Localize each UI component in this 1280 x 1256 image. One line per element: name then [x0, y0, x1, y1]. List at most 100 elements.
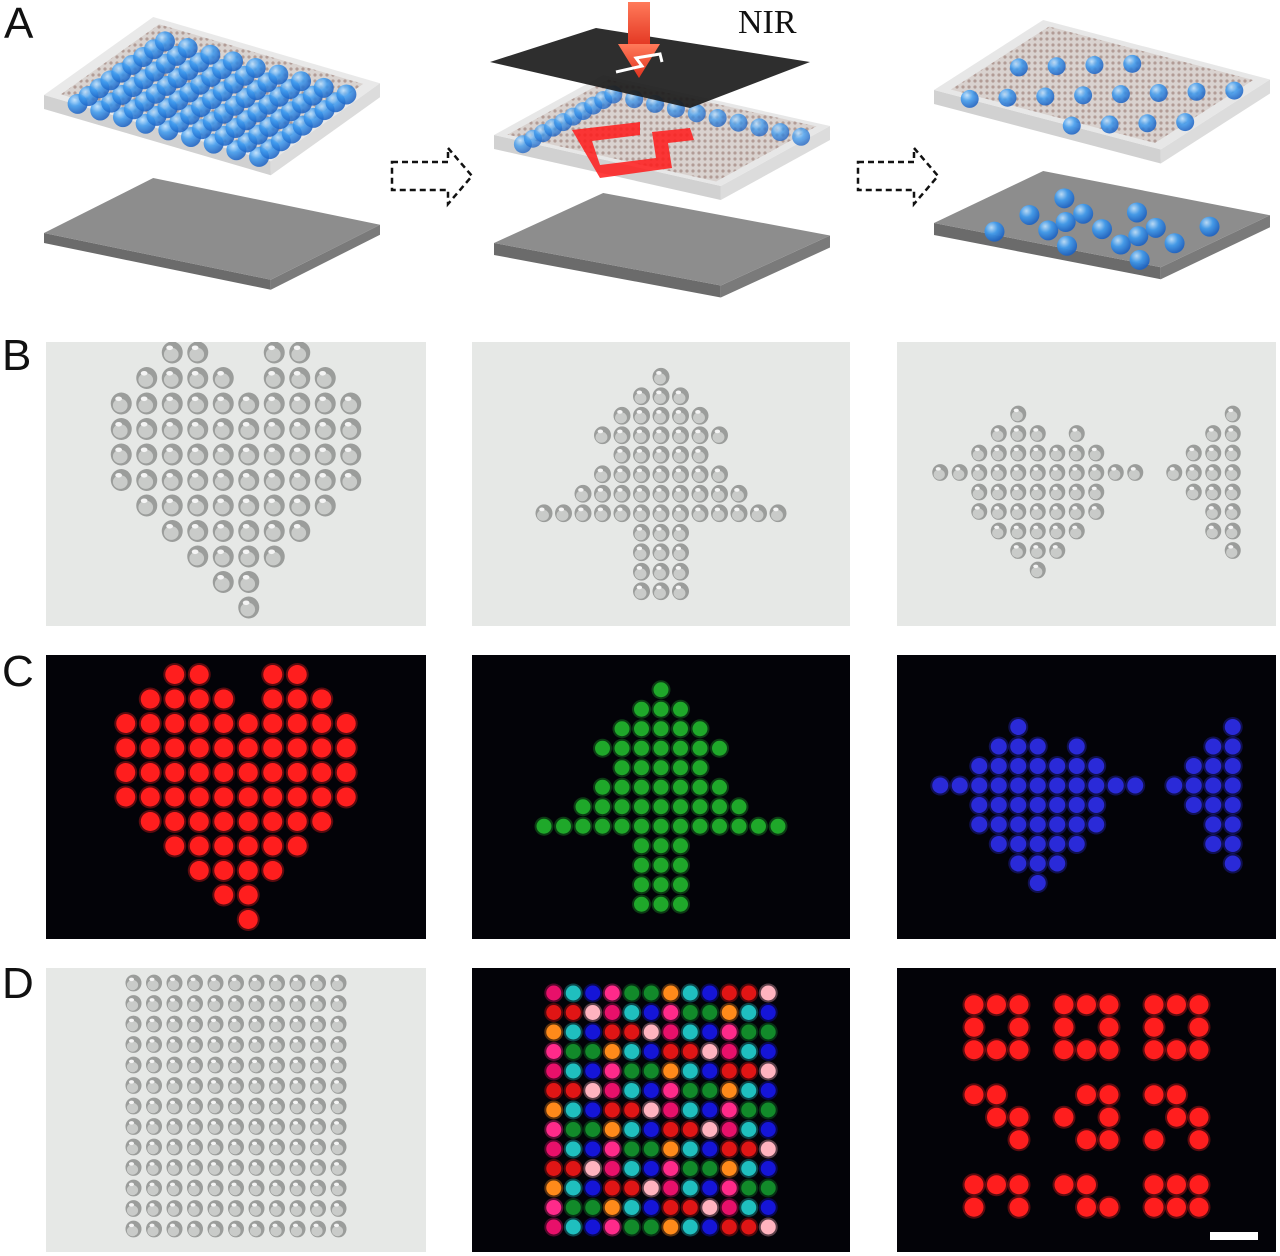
panel-a-drawing: [44, 2, 1270, 298]
droplet: [1222, 853, 1243, 874]
droplet: [672, 465, 689, 484]
droplet: [236, 761, 260, 784]
droplet: [125, 1220, 142, 1238]
droplet: [330, 1179, 347, 1197]
droplet: [1049, 503, 1066, 520]
droplet: [583, 1120, 603, 1139]
droplet: [563, 1178, 583, 1198]
droplet: [136, 392, 158, 415]
droplet: [310, 736, 334, 760]
photo-array-droplets: [46, 968, 426, 1252]
droplet: [1127, 464, 1144, 481]
droplet: [330, 974, 347, 992]
droplet: [1029, 542, 1046, 559]
droplet: [1097, 1105, 1121, 1129]
droplet: [1203, 775, 1224, 796]
droplet: [248, 995, 265, 1012]
droplet: [200, 44, 221, 65]
droplet: [672, 426, 689, 445]
droplet: [228, 1097, 244, 1115]
photo-heart-droplets: [46, 342, 426, 626]
droplet: [633, 504, 650, 523]
droplet: [161, 443, 183, 466]
droplet: [1224, 464, 1241, 481]
droplet: [310, 1200, 326, 1217]
panel-label-a: A: [4, 0, 34, 48]
droplet: [622, 1100, 642, 1120]
droplet: [651, 680, 671, 700]
droplet: [1225, 81, 1244, 100]
droplet: [690, 719, 710, 739]
droplet: [651, 836, 671, 856]
droplet: [719, 1139, 739, 1159]
droplet: [661, 1100, 681, 1120]
panel-label-d: D: [2, 959, 34, 1008]
droplet: [289, 366, 311, 390]
panel-a-schematic: A NIR: [0, 0, 1280, 330]
droplet: [652, 582, 670, 601]
droplet: [544, 1217, 564, 1237]
droplet: [534, 816, 554, 836]
droplet: [310, 1036, 326, 1053]
droplet: [632, 719, 651, 739]
droplet: [544, 1178, 564, 1198]
droplet: [622, 1198, 642, 1217]
droplet: [730, 484, 748, 503]
droplet: [671, 758, 690, 778]
droplet: [661, 1217, 681, 1237]
droplet: [248, 1200, 265, 1217]
droplet: [166, 1220, 183, 1238]
droplet: [1052, 1015, 1076, 1039]
droplet: [641, 1100, 661, 1120]
droplet: [261, 859, 285, 882]
droplet: [285, 810, 309, 833]
droplet: [136, 417, 158, 441]
droplet: [739, 1178, 759, 1198]
droplet: [289, 1097, 306, 1115]
droplet: [187, 810, 211, 833]
droplet: [1086, 775, 1107, 796]
droplet: [700, 1217, 720, 1237]
droplet: [310, 974, 326, 992]
droplet: [719, 1159, 739, 1178]
droplet: [289, 468, 311, 492]
droplet: [166, 1077, 183, 1094]
droplet: [330, 1118, 347, 1135]
droplet: [238, 570, 260, 594]
nir-label: NIR: [738, 4, 797, 41]
droplet: [672, 504, 689, 523]
droplet: [238, 392, 260, 415]
photo-array-letters: [897, 968, 1276, 1252]
droplet: [700, 1120, 720, 1139]
droplet: [289, 494, 311, 517]
photomask: [490, 28, 810, 108]
droplet: [310, 1097, 326, 1115]
droplet: [1047, 775, 1068, 796]
droplet: [574, 484, 592, 503]
droplet: [969, 756, 990, 776]
droplet: [330, 995, 347, 1012]
droplet: [632, 894, 651, 914]
droplet: [613, 504, 631, 523]
droplet: [248, 1056, 265, 1074]
droplet: [1224, 444, 1241, 462]
droplet: [163, 761, 187, 784]
droplet: [187, 494, 209, 517]
droplet: [641, 1217, 661, 1237]
droplet: [207, 995, 224, 1012]
droplet: [633, 426, 650, 445]
droplet: [563, 1042, 583, 1061]
droplet: [263, 443, 285, 466]
droplet: [187, 1159, 203, 1176]
droplet: [988, 756, 1009, 776]
droplet: [146, 1118, 162, 1135]
droplet: [187, 712, 211, 735]
droplet: [285, 736, 309, 760]
droplet: [758, 1217, 778, 1237]
droplet: [633, 582, 650, 601]
droplet: [602, 1081, 622, 1100]
droplet: [1008, 834, 1029, 854]
droplet: [739, 1022, 759, 1042]
droplet: [1075, 993, 1098, 1017]
droplet: [166, 1200, 183, 1217]
